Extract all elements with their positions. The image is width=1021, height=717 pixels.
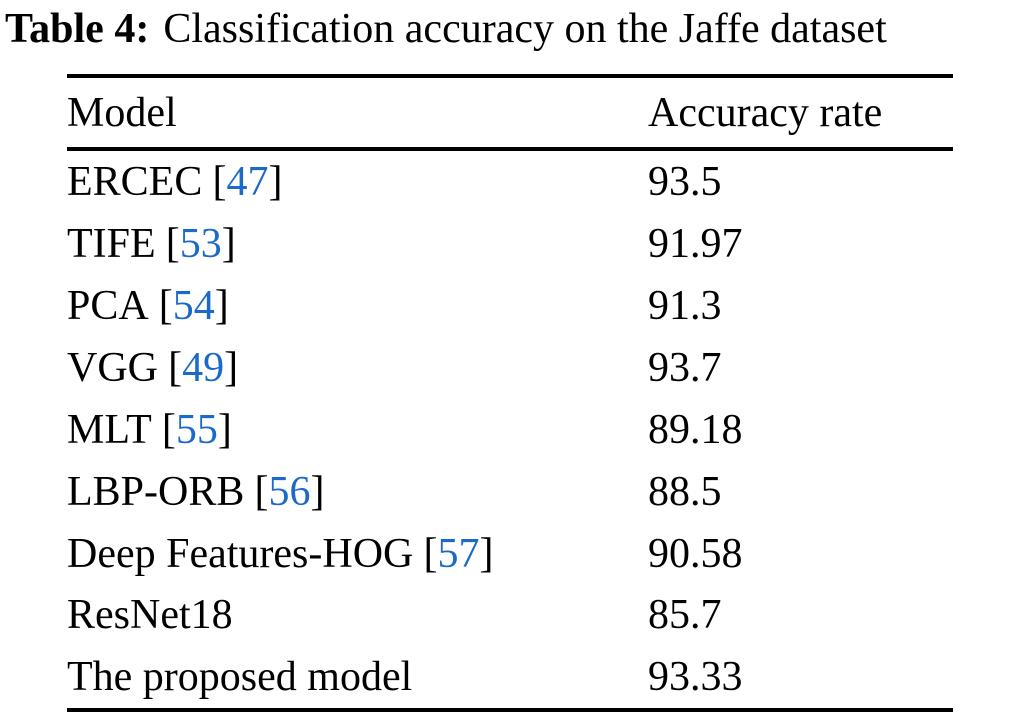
citation-ref: [47]: [212, 159, 282, 205]
citation-open-bracket: [: [168, 344, 183, 391]
model-cell: TIFE [53]: [67, 220, 648, 268]
accuracy-cell: 89.18: [648, 406, 743, 453]
model-cell: ERCEC [47]: [67, 158, 648, 206]
model-name: TIFE: [67, 221, 156, 268]
citation-link[interactable]: 49: [182, 344, 225, 391]
table-body: ERCEC [47] 93.5 TIFE [53] 91.97 PCA [54] 91…: [67, 151, 953, 708]
accuracy-cell: 93.33: [648, 654, 743, 701]
accuracy-cell: 91.3: [648, 283, 722, 330]
accuracy-cell: 91.97: [648, 221, 743, 268]
model-name: ResNet18: [67, 592, 233, 639]
model-cell: VGG [49]: [67, 344, 648, 392]
table-row: PCA [54] 91.3: [67, 275, 953, 337]
citation-close-bracket: ]: [217, 406, 232, 453]
model-cell: Deep Features-HOG [57]: [67, 530, 648, 578]
citation-close-bracket: ]: [224, 344, 239, 391]
model-cell: LBP-ORB [56]: [67, 468, 648, 516]
citation-link[interactable]: 55: [175, 406, 218, 453]
table-row: Deep Features-HOG [57] 90.58: [67, 523, 953, 585]
model-cell: PCA [54]: [67, 282, 648, 330]
citation-close-bracket: ]: [221, 221, 236, 268]
table-row: ResNet18 85.7: [67, 585, 953, 647]
table-row: VGG [49] 93.7: [67, 337, 953, 399]
table-top-rule: [67, 74, 953, 79]
table-caption-label: Table 4:: [5, 6, 150, 52]
citation-close-bracket: ]: [268, 159, 283, 206]
citation-ref: [53]: [166, 221, 236, 267]
citation-ref: [56]: [254, 469, 324, 515]
table-header-row: Model Accuracy rate: [67, 78, 953, 147]
accuracy-cell: 88.5: [648, 468, 722, 515]
citation-open-bracket: [: [158, 283, 173, 330]
citation-ref: [55]: [162, 407, 232, 453]
model-cell: MLT [55]: [67, 406, 648, 454]
accuracy-cell: 90.58: [648, 530, 743, 577]
citation-link[interactable]: 53: [179, 221, 222, 268]
model-cell: The proposed model: [67, 653, 648, 701]
citation-ref: [49]: [168, 345, 238, 391]
column-header-model: Model: [67, 89, 177, 136]
model-name: PCA: [67, 283, 149, 330]
citation-link[interactable]: 54: [172, 283, 215, 330]
table-row: LBP-ORB [56] 88.5: [67, 461, 953, 523]
accuracy-cell: 85.7: [648, 592, 722, 639]
citation-close-bracket: ]: [214, 283, 229, 330]
table-row: TIFE [53] 91.97: [67, 213, 953, 275]
citation-link[interactable]: 47: [226, 159, 269, 206]
citation-link[interactable]: 56: [268, 468, 311, 515]
table-caption-text: Classification accuracy on the Jaffe dat…: [163, 6, 887, 52]
citation-open-bracket: [: [212, 159, 227, 206]
model-name: MLT: [67, 406, 152, 453]
table-row: ERCEC [47] 93.5: [67, 151, 953, 213]
column-header-accuracy: Accuracy rate: [648, 89, 883, 136]
citation-open-bracket: [: [161, 406, 176, 453]
citation-link[interactable]: 57: [437, 530, 480, 577]
citation-close-bracket: ]: [479, 530, 494, 577]
citation-ref: [54]: [159, 283, 229, 329]
model-cell: ResNet18: [67, 591, 648, 639]
table-caption: Table 4: Classification accuracy on the J…: [0, 0, 1021, 53]
table-header-rule: [67, 147, 953, 152]
citation-ref: [57]: [423, 531, 493, 577]
model-name: ERCEC: [67, 159, 203, 206]
citation-open-bracket: [: [254, 468, 269, 515]
citation-open-bracket: [: [423, 530, 438, 577]
model-name: VGG: [67, 344, 158, 391]
citation-open-bracket: [: [165, 221, 180, 268]
accuracy-cell: 93.5: [648, 159, 722, 206]
accuracy-cell: 93.7: [648, 344, 722, 391]
model-name: LBP-ORB: [67, 468, 245, 515]
results-table: Model Accuracy rate ERCEC [47] 93.5 TIFE[…: [67, 74, 953, 713]
table-row: MLT [55] 89.18: [67, 399, 953, 461]
table-bottom-rule: [67, 708, 953, 713]
table-row: The proposed model 93.33: [67, 646, 953, 708]
model-name: The proposed model: [67, 654, 413, 701]
model-name: Deep Features-HOG: [67, 530, 414, 577]
citation-close-bracket: ]: [310, 468, 325, 515]
